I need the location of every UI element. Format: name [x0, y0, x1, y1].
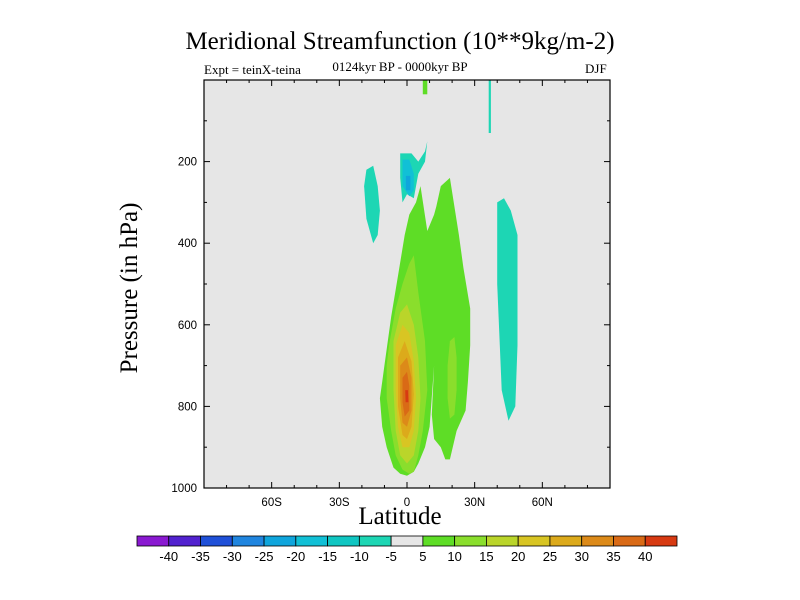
time-range-label: 0124kyr BP - 0000kyr BP — [332, 59, 468, 74]
x-axis-label: Latitude — [358, 503, 442, 530]
contour-top-thin-negative — [488, 80, 491, 133]
x-tick-label: 60S — [261, 497, 282, 509]
colorbar-label: -35 — [191, 549, 210, 564]
contour-right-positive-10 — [447, 337, 457, 419]
colorbar-label: -20 — [286, 549, 305, 564]
y-tick-label: 800 — [178, 401, 197, 413]
colorbar-box — [200, 535, 233, 547]
chart-title: Meridional Streamfunction (10**9kg/m-2) — [185, 28, 615, 55]
colorbar-label: 15 — [479, 549, 493, 564]
colorbar-box — [327, 535, 360, 547]
colorbar-box — [486, 535, 519, 547]
colorbar-label: -15 — [318, 549, 337, 564]
colorbar-label: 20 — [511, 549, 525, 564]
colorbar-box — [517, 535, 551, 547]
colorbar-box — [231, 535, 265, 547]
colorbar-label: -30 — [223, 549, 242, 564]
colorbar-label: -10 — [350, 549, 369, 564]
x-tick-label: 30N — [464, 497, 485, 509]
contour-upper-left-negative — [364, 165, 380, 244]
season-label: DJF — [585, 61, 607, 76]
y-tick-label: 600 — [178, 320, 197, 332]
colorbar-label: 5 — [419, 549, 426, 564]
y-tick-label: 200 — [178, 157, 197, 169]
colorbar-box — [581, 535, 614, 547]
contour-main-positive-40 — [405, 390, 409, 403]
colorbar-label: -5 — [385, 549, 397, 564]
y-axis-label: Pressure (in hPa) — [116, 202, 143, 374]
colorbar-box — [295, 535, 328, 547]
colorbar-label: -25 — [255, 549, 274, 564]
colorbar-box — [358, 535, 392, 547]
colorbar-box — [136, 535, 170, 547]
colorbar-box — [549, 535, 583, 547]
x-tick-label: 0 — [404, 497, 410, 509]
colorbar-box — [644, 535, 678, 547]
colorbar-label: 40 — [638, 549, 652, 564]
y-tick-label: 400 — [178, 238, 197, 250]
colorbar-box — [613, 535, 646, 547]
contour-upper-center-core-2 — [405, 175, 411, 191]
experiment-label: Expt = teinX-teina — [204, 62, 301, 77]
colorbar-box — [454, 535, 487, 547]
colorbar-label: -40 — [159, 549, 178, 564]
colorbar-box — [390, 535, 424, 547]
colorbar-label: 30 — [574, 549, 588, 564]
colorbar-box — [263, 535, 297, 547]
colorbar-box — [422, 535, 456, 547]
colorbar-box — [168, 535, 201, 547]
contour-right-negative — [497, 198, 518, 421]
x-tick-label: 30S — [329, 497, 350, 509]
colorbar-label: 10 — [447, 549, 461, 564]
contour-top-thin-positive — [422, 80, 428, 95]
y-tick-label: 1000 — [171, 483, 197, 495]
colorbar-label: 25 — [543, 549, 557, 564]
colorbar-label: 35 — [606, 549, 620, 564]
x-tick-label: 60N — [532, 497, 553, 509]
